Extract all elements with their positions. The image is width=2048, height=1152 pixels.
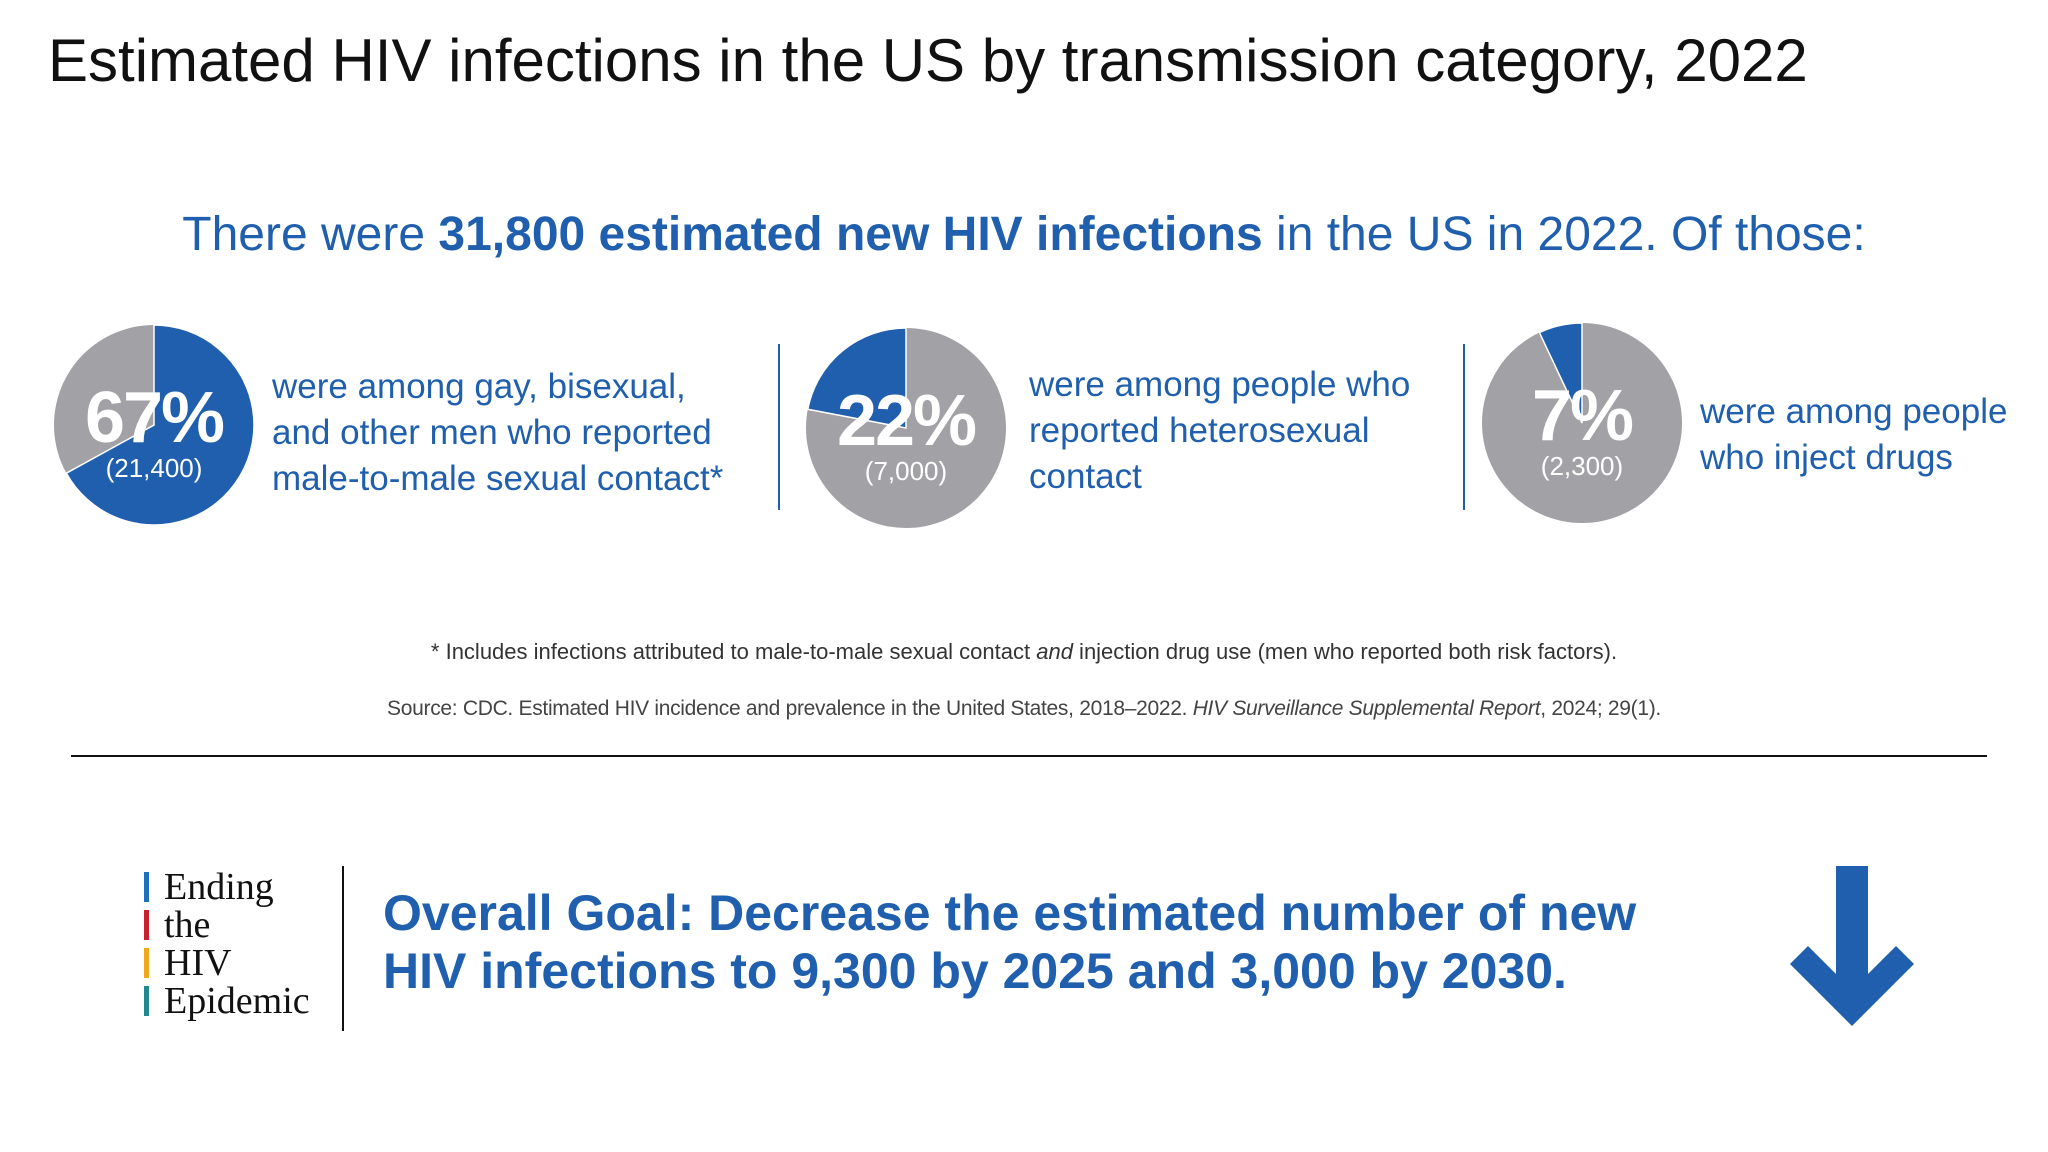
count-label: (21,400) — [105, 453, 203, 483]
footnote-italic: and — [1036, 639, 1073, 664]
subheading: There were 31,800 estimated new HIV infe… — [0, 206, 2048, 264]
logo-bar — [144, 986, 149, 1016]
desc-line: who inject drugs — [1700, 438, 1953, 477]
source-post: , 2024; 29(1). — [1540, 697, 1661, 720]
goal-text: Decrease the estimated number of new — [694, 885, 1637, 941]
source-citation: Source: CDC. Estimated HIV incidence and… — [0, 696, 2048, 722]
desc-line: were among people — [1700, 392, 2008, 431]
desc-line: were among people who — [1029, 365, 1411, 404]
category-description: were among gay, bisexual, and other men … — [272, 364, 723, 502]
logo-bar — [144, 872, 149, 902]
logo-bar — [144, 910, 149, 940]
logo-bar — [144, 948, 149, 978]
subheading-post: in the US in 2022. Of those: — [1262, 208, 1866, 261]
goal-line-2: HIV infections to 9,300 by 2025 and 3,00… — [383, 943, 1567, 999]
divider — [778, 344, 780, 510]
logo-text: Epidemic — [164, 980, 310, 1022]
percent-label: 67% — [84, 378, 225, 458]
desc-line: contact — [1029, 457, 1142, 496]
pie-slice-highlight — [806, 327, 907, 429]
overall-goal: Overall Goal: Decrease the estimated num… — [383, 884, 1636, 1000]
page-title: Estimated HIV infections in the US by tr… — [48, 27, 1808, 94]
subheading-bold: 31,800 estimated new HIV infections — [438, 208, 1263, 261]
pie-chart-heterosexual — [806, 327, 1006, 528]
horizontal-rule — [71, 755, 1987, 757]
arrow-down-icon — [1790, 866, 1914, 1026]
logo-text: HIV — [164, 942, 232, 984]
percent-label: 22% — [836, 381, 977, 461]
footnote-pre: * Includes infections attributed to male… — [430, 639, 1037, 664]
logo-text: Ending — [164, 866, 274, 908]
count-label: (7,000) — [864, 456, 948, 486]
pie-slice-highlight — [1538, 322, 1583, 424]
category-description: were among people who inject drugs — [1700, 389, 2007, 481]
footnote: * Includes infections attributed to male… — [0, 638, 2048, 666]
goal-label: Overall Goal: — [383, 885, 695, 941]
category-description: were among people who reported heterosex… — [1029, 362, 1410, 500]
subheading-pre: There were — [182, 208, 439, 261]
footnote-post: injection drug use (men who reported bot… — [1072, 639, 1618, 664]
desc-line: reported heterosexual — [1029, 411, 1370, 450]
desc-line: and other men who reported — [272, 413, 712, 452]
divider — [1463, 344, 1465, 510]
source-italic: HIV Surveillance Supplemental Report — [1192, 697, 1541, 720]
goal-line-1: Overall Goal: Decrease the estimated num… — [383, 884, 1636, 942]
count-label: (2,300) — [1540, 451, 1624, 481]
pie-chart-idu — [1482, 322, 1682, 523]
logo-text: the — [164, 904, 211, 946]
pie-slice-highlight — [65, 324, 255, 526]
percent-label: 7% — [1531, 376, 1634, 456]
desc-line: male-to-male sexual contact* — [272, 459, 724, 498]
desc-line: were among gay, bisexual, — [272, 367, 686, 406]
pie-chart-msm — [54, 324, 255, 526]
source-pre: Source: CDC. Estimated HIV incidence and… — [387, 697, 1193, 720]
logo-divider — [342, 866, 344, 1031]
